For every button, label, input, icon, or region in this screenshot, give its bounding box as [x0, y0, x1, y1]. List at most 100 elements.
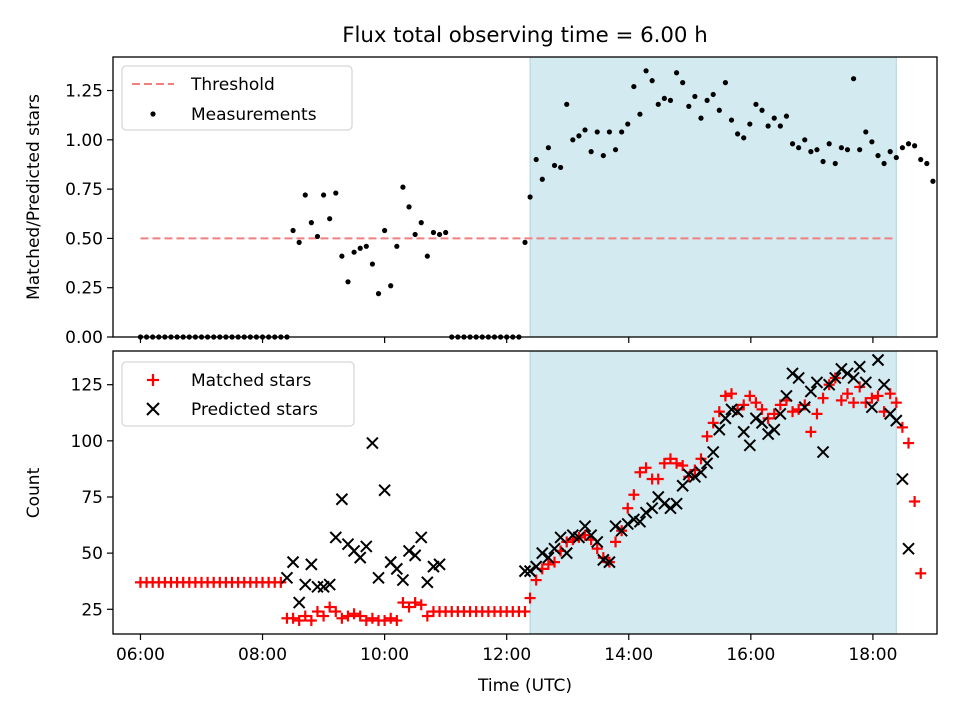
y-tick-label: 0.75 — [65, 180, 103, 200]
predicted-stars-point — [902, 542, 915, 555]
matched-stars-point — [305, 615, 317, 627]
matched-stars-point — [866, 392, 878, 404]
measurement-point — [333, 190, 339, 196]
matched-stars-point — [403, 601, 415, 613]
measurement-point — [912, 143, 918, 149]
predicted-stars-point — [415, 531, 428, 544]
measurement-point — [570, 137, 576, 143]
matched-stars-point — [787, 406, 799, 418]
predicted-stars-point — [658, 497, 671, 510]
measurement-point — [375, 291, 382, 297]
measurement-point — [881, 160, 887, 167]
predicted-stars-point — [548, 542, 561, 555]
matched-stars-point — [768, 408, 780, 420]
predicted-stars-point — [798, 400, 811, 414]
measurement-point — [545, 145, 551, 151]
measurement-point — [747, 121, 753, 127]
predicted-stars-point — [578, 519, 592, 533]
x-tick-label: 16:00 — [726, 645, 775, 665]
bottom-panel: 25 50 75 100 125 06:00 08:00 10:00 12:00 14:00 16:… — [24, 350, 938, 696]
matched-stars-point — [658, 457, 670, 469]
measurement-point — [576, 133, 582, 139]
legend-swatch-matched-stars — [147, 374, 159, 386]
series-matched-stars — [134, 372, 927, 627]
predicted-stars-point — [816, 445, 830, 459]
matched-stars-point — [713, 406, 725, 418]
predicted-stars-point — [877, 378, 891, 391]
measurement-point — [351, 249, 357, 255]
bottom-legend-box — [121, 361, 355, 427]
bottom-legend: Matched stars Predicted stars — [121, 361, 355, 427]
matched-stars-point — [762, 412, 774, 424]
measurement-point — [759, 107, 765, 113]
matched-stars-point — [524, 592, 536, 604]
y-tick-label: 100 — [71, 432, 103, 452]
matched-stars-point — [719, 390, 731, 402]
matched-stars-point — [756, 403, 768, 415]
measurement-point — [649, 78, 655, 84]
series-predicted-stars — [280, 353, 915, 609]
predicted-stars-point — [688, 470, 702, 483]
measurement-point — [722, 80, 729, 86]
matched-stars-point — [677, 460, 689, 472]
matched-stars-point — [415, 599, 427, 611]
matched-stars-point — [634, 466, 646, 478]
matched-stars-point — [366, 612, 378, 624]
legend-label-measurements: Measurements — [191, 105, 317, 125]
measurement-point — [394, 243, 400, 249]
measurement-point — [400, 184, 406, 190]
measurement-point — [905, 141, 912, 147]
predicted-stars-point — [645, 502, 659, 515]
measurement-point — [619, 129, 625, 135]
measurement-point — [290, 227, 296, 234]
matched-stars-point — [287, 612, 299, 624]
bottom-shaded-span — [529, 350, 897, 635]
matched-stars-point — [379, 615, 391, 627]
predicted-stars-point — [390, 562, 404, 576]
predicted-stars-point — [360, 540, 373, 553]
matched-stars-point — [610, 536, 622, 548]
measurement-point — [594, 129, 600, 135]
predicted-stars-point — [402, 544, 416, 558]
predicted-stars-point — [633, 515, 647, 528]
measurement-point — [820, 158, 826, 165]
measurement-point — [808, 149, 814, 155]
measurement-point — [899, 145, 906, 151]
matched-stars-point — [549, 556, 561, 568]
matched-stars-point — [903, 437, 915, 449]
top-legend: Threshold Measurements — [121, 65, 353, 131]
x-axis-label: Time (UTC) — [477, 676, 572, 696]
measurement-point — [551, 162, 558, 169]
x-tick-label: 12:00 — [482, 645, 531, 665]
measurement-point — [637, 111, 643, 117]
predicted-stars-point — [572, 531, 586, 544]
measurement-point — [735, 131, 741, 137]
predicted-stars-point — [774, 407, 787, 421]
predicted-stars-point — [743, 439, 757, 452]
y-tick-label: 1.25 — [65, 82, 103, 102]
matched-stars-point — [622, 502, 634, 514]
measurement-point — [789, 141, 796, 147]
measurement-point — [382, 227, 388, 234]
measurement-point — [643, 68, 649, 74]
measurement-point — [443, 229, 449, 236]
top-marks — [137, 68, 936, 340]
matched-stars-point — [360, 615, 372, 627]
measurement-point — [710, 91, 716, 98]
x-tick-label: 10:00 — [360, 645, 409, 665]
matched-stars-point — [896, 421, 908, 433]
predicted-stars-point — [829, 371, 842, 385]
matched-stars-point — [561, 536, 573, 548]
matched-stars-point — [744, 390, 756, 402]
predicted-stars-point — [713, 423, 726, 436]
predicted-stars-point — [603, 555, 616, 569]
matched-stars-point — [597, 552, 609, 564]
measurement-point — [527, 194, 533, 200]
y-tick-label: 50 — [81, 544, 103, 564]
matched-stars-point — [884, 388, 896, 400]
matched-stars-point — [805, 426, 817, 438]
matched-stars-point — [726, 388, 738, 400]
measurement-point — [741, 135, 747, 141]
predicted-stars-point — [700, 457, 714, 470]
predicted-stars-point — [292, 596, 306, 609]
